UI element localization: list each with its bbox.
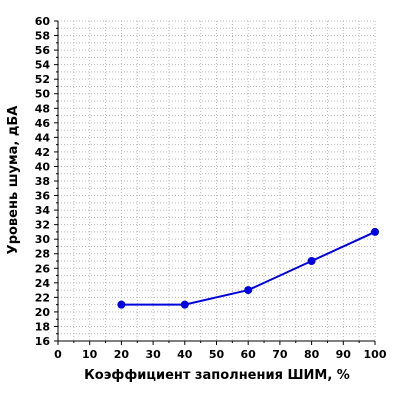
data-point	[371, 227, 379, 236]
y-tick-label: 46	[35, 117, 51, 130]
y-tick-label: 38	[35, 175, 50, 188]
x-tick-label: 100	[364, 348, 387, 361]
x-tick-label: 50	[209, 348, 225, 361]
x-tick-label: 30	[145, 348, 161, 361]
y-tick-label: 36	[35, 190, 51, 203]
x-tick-label: 80	[304, 348, 320, 361]
y-tick-label: 22	[35, 291, 50, 304]
data-point	[180, 300, 189, 309]
x-tick-label: 20	[114, 348, 130, 361]
axes	[54, 20, 376, 345]
y-tick-label: 24	[35, 277, 51, 290]
y-tick-label: 20	[35, 306, 51, 319]
y-tick-label: 32	[35, 219, 50, 232]
y-axis-title: Уровень шума, дБА	[6, 106, 21, 255]
y-tick-label: 48	[35, 102, 50, 115]
y-tick-label: 16	[35, 335, 51, 348]
x-tick-labels: 0 10 20 30 40 50 60 70 80 90 100	[54, 348, 387, 361]
y-tick-label: 18	[35, 320, 50, 333]
x-tick-label: 60	[241, 348, 257, 361]
y-tick-label: 28	[35, 248, 50, 261]
x-tick-label: 40	[177, 348, 193, 361]
y-tick-label: 34	[35, 204, 51, 217]
data-point	[117, 300, 126, 309]
data-point	[307, 257, 316, 265]
series-layer	[117, 227, 379, 309]
x-axis-title: Коэффициент заполнения ШИМ, %	[84, 368, 350, 383]
data-point	[244, 286, 253, 295]
y-tick-label: 30	[35, 233, 51, 246]
y-tick-label: 60	[35, 15, 51, 28]
y-tick-label: 26	[35, 262, 51, 275]
y-tick-label: 56	[35, 44, 51, 57]
x-tick-label: 10	[82, 348, 98, 361]
y-tick-label: 50	[35, 88, 51, 101]
grid	[58, 20, 376, 341]
x-tick-label: 70	[272, 348, 288, 361]
x-tick-label: 90	[336, 348, 352, 361]
x-tick-label: 0	[54, 348, 62, 361]
y-tick-label: 42	[35, 146, 50, 159]
y-tick-label: 58	[35, 30, 50, 43]
y-tick-label: 54	[35, 59, 51, 72]
y-tick-label: 52	[35, 73, 50, 86]
y-tick-label: 40	[35, 160, 51, 173]
y-tick-label: 44	[35, 131, 51, 144]
